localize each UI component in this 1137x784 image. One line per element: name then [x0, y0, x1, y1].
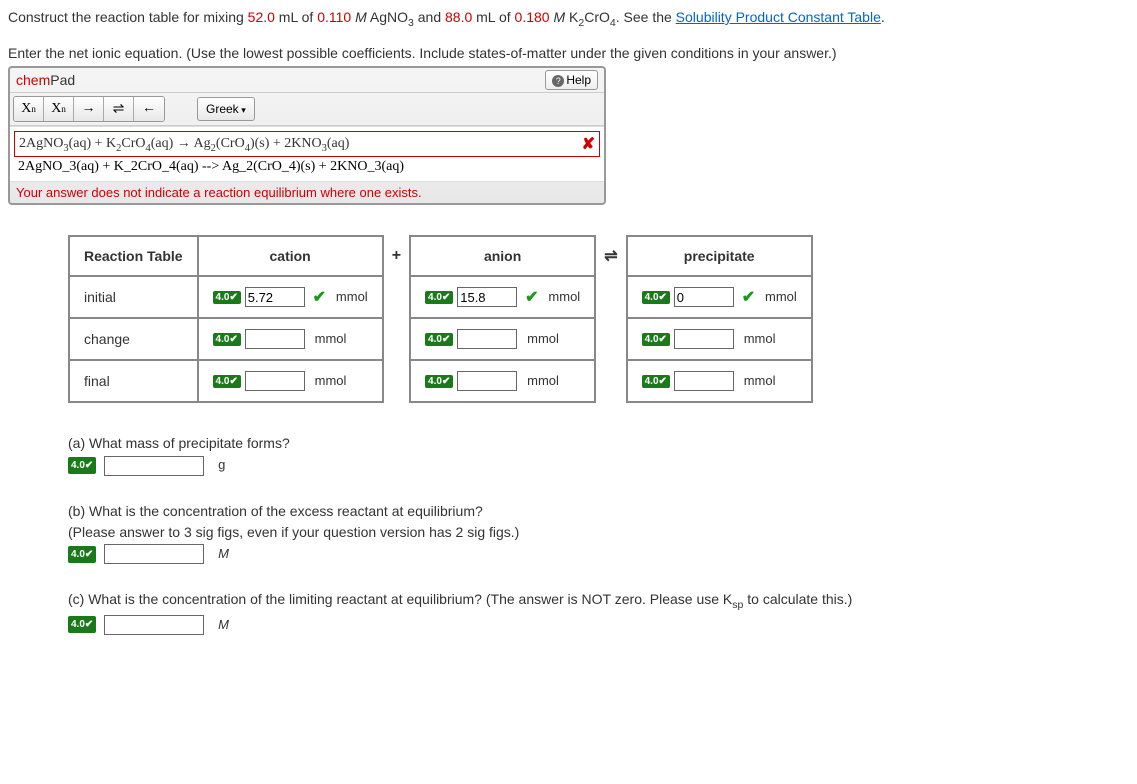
formula-rendered: 2AgNO3(aq) + K2CrO4(aq) → Ag2(CrO4)(s) +…	[19, 136, 349, 154]
points-badge: 4.0✔	[68, 616, 96, 633]
subquestion-b: (b) What is the concentration of the exc…	[68, 501, 1129, 564]
subquestion-c: (c) What is the concentration of the lim…	[68, 589, 1129, 635]
points-badge: 4.0✔	[213, 291, 241, 304]
excess-conc-input[interactable]	[104, 544, 204, 564]
points-badge: 4.0✔	[642, 291, 670, 304]
mass-input[interactable]	[104, 456, 204, 476]
question-intro: Construct the reaction table for mixing …	[8, 8, 1129, 30]
change-anion-input[interactable]	[457, 329, 517, 349]
points-badge: 4.0✔	[642, 333, 670, 346]
limiting-conc-input[interactable]	[104, 615, 204, 635]
initial-precip-input[interactable]	[674, 287, 734, 307]
check-icon: ✔	[525, 289, 538, 306]
points-badge: 4.0✔	[425, 291, 453, 304]
row-final-label: final	[69, 360, 198, 402]
raw-formula-input[interactable]	[14, 157, 600, 177]
header-equilibrium: ⇌	[595, 236, 626, 276]
chempad-toolbar: Xn Xn → ⇌ ← Greek	[10, 93, 604, 126]
superscript-button[interactable]: Xn	[44, 97, 74, 121]
final-cation-input[interactable]	[245, 371, 305, 391]
chempad-title: chemPad	[16, 72, 75, 88]
formula-display[interactable]: 2AgNO3(aq) + K2CrO4(aq) → Ag2(CrO4)(s) +…	[14, 131, 600, 157]
points-badge: 4.0✔	[642, 375, 670, 388]
chempad-widget: chemPad ?Help Xn Xn → ⇌ ← Greek 2AgNO3(a…	[8, 66, 606, 205]
unit-label: mmol	[527, 331, 559, 346]
check-icon: ✔	[742, 289, 755, 306]
unit-label: mmol	[744, 373, 776, 388]
unit-label: mmol	[548, 289, 580, 304]
points-badge: 4.0✔	[213, 375, 241, 388]
unit-label: mmol	[336, 289, 368, 304]
points-badge: 4.0✔	[68, 546, 96, 563]
unit-m: M	[218, 617, 229, 632]
help-button[interactable]: ?Help	[545, 70, 598, 90]
check-icon: ✔	[313, 289, 326, 306]
subquestion-a: (a) What mass of precipitate forms? 4.0✔…	[68, 433, 1129, 475]
equilibrium-button[interactable]: ⇌	[104, 97, 134, 121]
instruction-text: Enter the net ionic equation. (Use the l…	[8, 45, 1129, 61]
reaction-table: Reaction Table cation + anion ⇌ precipit…	[68, 235, 813, 403]
points-badge: 4.0✔	[425, 375, 453, 388]
unit-g: g	[218, 457, 225, 472]
header-anion: anion	[410, 236, 595, 276]
unit-label: mmol	[315, 373, 347, 388]
header-cation: cation	[198, 236, 383, 276]
header-precipitate: precipitate	[627, 236, 812, 276]
greek-dropdown[interactable]: Greek	[197, 97, 255, 121]
change-precip-input[interactable]	[674, 329, 734, 349]
incorrect-icon: ✘	[582, 134, 595, 154]
row-initial-label: initial	[69, 276, 198, 318]
subscript-button[interactable]: Xn	[14, 97, 44, 121]
feedback-text: Your answer does not indicate a reaction…	[10, 181, 604, 203]
initial-cation-input[interactable]	[245, 287, 305, 307]
unit-label: mmol	[744, 331, 776, 346]
initial-anion-input[interactable]	[457, 287, 517, 307]
unit-label: mmol	[315, 331, 347, 346]
solubility-table-link[interactable]: Solubility Product Constant Table	[676, 9, 881, 25]
arrow-left-button[interactable]: ←	[134, 97, 164, 121]
header-plus: +	[383, 236, 410, 276]
final-anion-input[interactable]	[457, 371, 517, 391]
arrow-right-button[interactable]: →	[74, 97, 104, 121]
final-precip-input[interactable]	[674, 371, 734, 391]
points-badge: 4.0✔	[425, 333, 453, 346]
help-icon: ?	[552, 75, 564, 87]
points-badge: 4.0✔	[68, 457, 96, 474]
row-change-label: change	[69, 318, 198, 360]
unit-label: mmol	[527, 373, 559, 388]
unit-m: M	[218, 546, 229, 561]
points-badge: 4.0✔	[213, 333, 241, 346]
unit-label: mmol	[765, 289, 797, 304]
change-cation-input[interactable]	[245, 329, 305, 349]
header-reaction-table: Reaction Table	[69, 236, 198, 276]
